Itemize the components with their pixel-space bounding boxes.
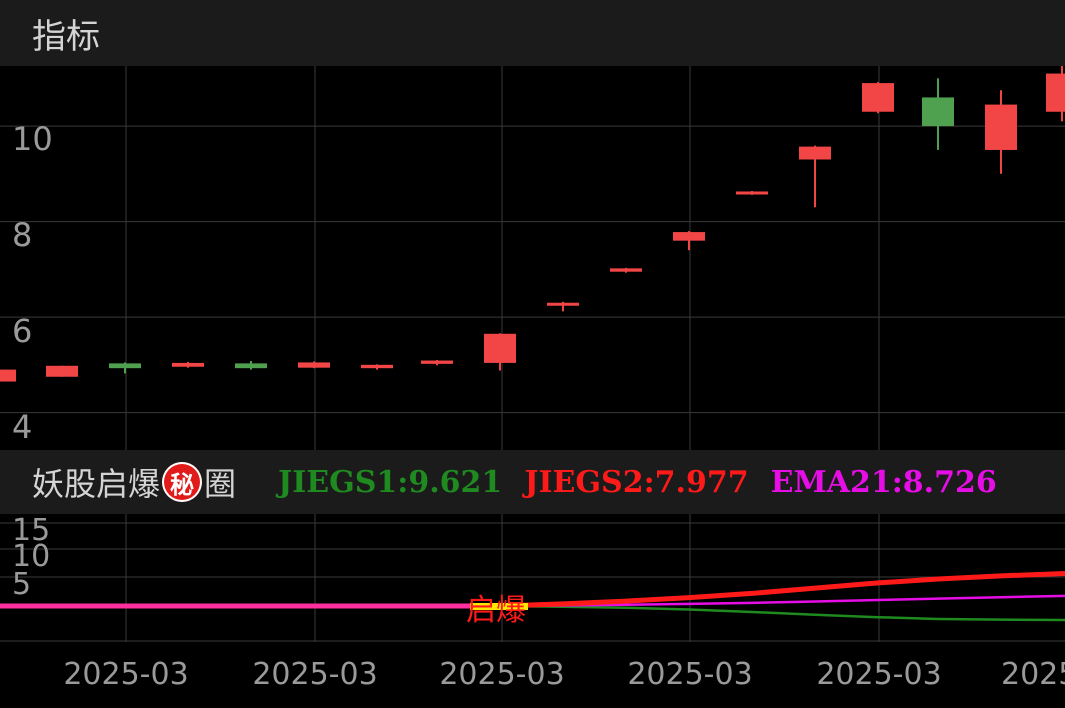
candle-body	[298, 362, 330, 368]
x-axis-svg: 2025-03 2025-03 2025-03 2025-03 2025-03 2025	[63, 657, 1065, 692]
candle-body	[922, 97, 954, 127]
header-title: 指标	[32, 16, 100, 57]
price-chart-svg: 4 6 8 10	[0, 66, 1065, 450]
candle-body	[547, 302, 579, 306]
y-tick-label: 15	[12, 514, 50, 548]
x-axis: 2025-03 2025-03 2025-03 2025-03 2025-03 2025	[0, 642, 1065, 708]
secret-badge-icon: 秘	[162, 462, 203, 502]
candle-body	[673, 232, 705, 241]
indicator-header: 指标	[0, 0, 1065, 66]
legend-jiegs2: JIEGS2:7.977	[524, 464, 749, 500]
series-line-jiegs2	[0, 570, 1065, 609]
y-tick-label: 8	[12, 216, 32, 254]
y-tick-label: 4	[12, 408, 32, 446]
candle-body	[361, 364, 393, 369]
candle-body	[172, 362, 204, 367]
indicator-name-suffix: 圈	[204, 465, 237, 503]
x-tick-label: 2025-03	[627, 657, 752, 692]
x-tick-label: 2025-03	[63, 657, 188, 692]
x-tick-label: 2025-03	[816, 657, 941, 692]
legend-jiegs1: JIEGS1:9.621	[278, 464, 503, 500]
x-tick-label: 2025	[1001, 657, 1065, 692]
candle-body	[235, 363, 267, 369]
indicator-name[interactable]: 妖股启爆 秘 圈	[32, 459, 236, 505]
price-chart[interactable]: 4 6 8 10	[0, 66, 1065, 450]
candle-body	[799, 146, 831, 160]
legend-ema21: EMA21:8.726	[770, 464, 997, 500]
y-tick-label: 6	[12, 312, 32, 350]
indicator-legend-bar[interactable]: 妖股启爆 秘 圈 JIEGS1:9.621 JIEGS2:7.977 EMA21…	[0, 450, 1065, 514]
x-tick-label: 2025-03	[252, 657, 377, 692]
indicator-name-prefix: 妖股启爆	[32, 465, 161, 503]
candle-body	[421, 360, 453, 364]
candle-body	[1046, 73, 1065, 112]
signal-label: 启爆	[466, 593, 526, 628]
y-tick-label: 10	[12, 539, 50, 574]
signal-marker	[470, 603, 528, 610]
candle-body	[484, 333, 516, 363]
candle-body	[46, 365, 78, 377]
candle-body	[736, 191, 768, 195]
candle-body	[610, 268, 642, 272]
candle-body	[985, 104, 1017, 150]
candle-body	[109, 363, 141, 369]
x-tick-label: 2025-03	[439, 657, 564, 692]
candle-body	[862, 83, 894, 112]
y-tick-label: 5	[12, 567, 31, 602]
y-tick-label: 10	[12, 120, 53, 158]
indicator-chart[interactable]: 15 10 5 启爆	[0, 514, 1065, 642]
candle-body	[0, 369, 16, 382]
